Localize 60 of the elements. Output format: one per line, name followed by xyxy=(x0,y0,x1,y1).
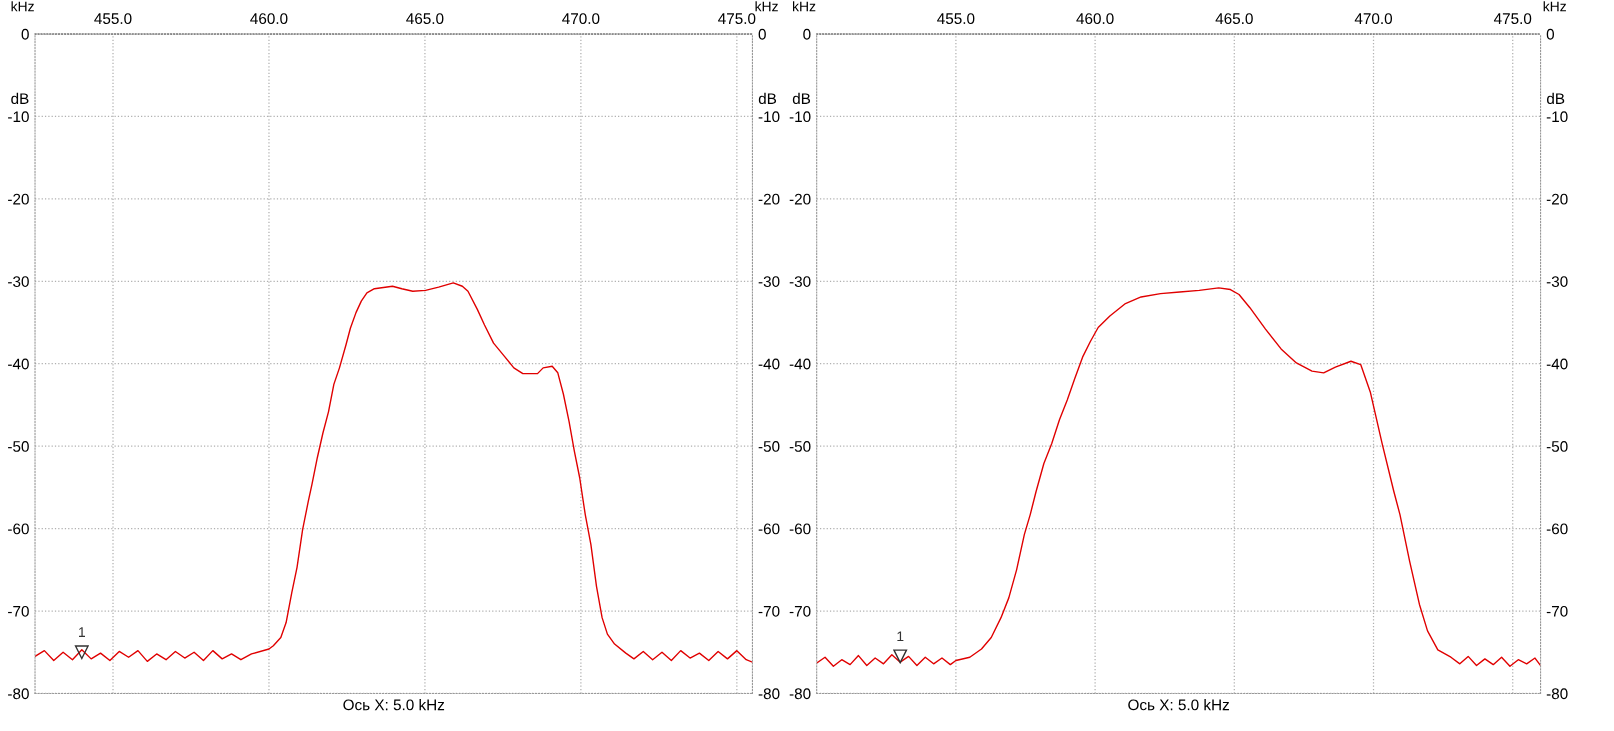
y2-axis-title: dB xyxy=(758,92,777,105)
x-tick-label: 475.0 xyxy=(1493,13,1532,25)
y2-tick-label: -60 xyxy=(758,523,780,535)
y2-tick-label: -20 xyxy=(1546,193,1568,205)
y-tick-label: -10 xyxy=(789,111,811,123)
y2-tick-label: -10 xyxy=(1546,111,1568,123)
x-tick-label: 470.0 xyxy=(562,13,600,25)
x-tick-label: 460.0 xyxy=(1076,13,1114,25)
text: kHz xyxy=(755,1,778,12)
y-tick-label: -80 xyxy=(789,688,811,700)
x-tick-label: 470.0 xyxy=(1354,13,1393,25)
y-tick-label: -30 xyxy=(789,276,811,287)
y-tick-label: 0 xyxy=(803,28,811,40)
y-tick-label: -20 xyxy=(8,193,29,205)
y-tick-label: -60 xyxy=(8,523,29,535)
y2-tick-label: -40 xyxy=(1546,358,1568,370)
y2-tick-label: -30 xyxy=(758,276,780,287)
y2-tick-label: -60 xyxy=(1546,523,1568,535)
y2-tick-label: -50 xyxy=(1546,441,1568,452)
x-tick-label: 475.0 xyxy=(718,13,756,25)
y-tick-label: -70 xyxy=(8,605,29,617)
y-axis-title: dB xyxy=(11,92,29,105)
annotation: 1 xyxy=(897,631,904,642)
y-tick-label: -80 xyxy=(8,688,29,700)
text: kHz xyxy=(1543,1,1566,12)
annotation: 1 xyxy=(79,627,85,637)
x-tick-label: 455.0 xyxy=(937,13,975,25)
y2-tick-label: 0 xyxy=(1546,28,1555,40)
y-axis-title: dB xyxy=(792,92,811,105)
line-series xyxy=(816,287,1541,667)
y-tick-label: -20 xyxy=(789,193,811,205)
y2-axis-title: dB xyxy=(1547,92,1565,105)
y2-tick-label: -70 xyxy=(1546,605,1568,617)
x-axis-title: Ось X: 5.0 kHz xyxy=(343,699,445,711)
y2-tick-label: -80 xyxy=(1546,688,1568,700)
y2-tick-label: -40 xyxy=(758,358,780,370)
y2-tick-label: -70 xyxy=(758,605,780,617)
y-tick-label: -60 xyxy=(789,523,811,535)
y-tick-label: -70 xyxy=(789,605,811,617)
y-tick-label: -50 xyxy=(789,441,811,452)
y-tick-label: -50 xyxy=(8,441,29,452)
x-tick-label: 465.0 xyxy=(1215,13,1253,25)
y2-tick-label: -50 xyxy=(758,441,780,452)
y-tick-label: -30 xyxy=(8,276,29,287)
y-tick-label: -40 xyxy=(789,358,811,370)
text: kHz xyxy=(793,1,816,12)
line-series xyxy=(35,282,753,663)
y-tick-label: -10 xyxy=(8,111,29,123)
text: kHz xyxy=(11,1,34,12)
x-axis-title: Ось X: 5.0 kHz xyxy=(1128,699,1229,711)
x-tick-label: 460.0 xyxy=(250,13,288,25)
y2-tick-label: -20 xyxy=(758,193,780,205)
y-tick-label: 0 xyxy=(21,28,29,40)
x-tick-label: 455.0 xyxy=(94,13,132,25)
y2-tick-label: -80 xyxy=(758,688,780,700)
y-tick-label: -40 xyxy=(8,358,29,370)
y2-tick-label: -10 xyxy=(758,111,780,123)
y2-tick-label: -30 xyxy=(1546,276,1568,287)
x-tick-label: 465.0 xyxy=(406,13,444,25)
y2-tick-label: 0 xyxy=(758,28,766,40)
